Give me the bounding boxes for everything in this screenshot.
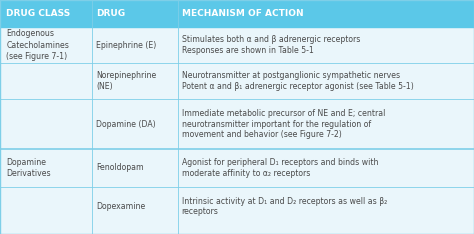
Text: Stimulates both α and β adrenergic receptors
Responses are shown in Table 5-1: Stimulates both α and β adrenergic recep… [182,35,360,55]
Text: Dopamine
Derivatives: Dopamine Derivatives [6,158,51,178]
Text: Norepinephrine
(NE): Norepinephrine (NE) [96,71,156,91]
Text: Agonist for peripheral D₁ receptors and binds with
moderate affinity to α₂ recep: Agonist for peripheral D₁ receptors and … [182,158,378,178]
Bar [0,0,474,27]
Text: Dopamine (DA): Dopamine (DA) [96,120,156,128]
Text: Endogenous
Catecholamines
(see Figure 7-1): Endogenous Catecholamines (see Figure 7-… [6,29,69,61]
Text: Intrinsic activity at D₁ and D₂ receptors as well as β₂
receptors: Intrinsic activity at D₁ and D₂ receptor… [182,197,387,216]
Text: DRUG CLASS: DRUG CLASS [6,9,71,18]
Text: Neurotransmitter at postganglionic sympathetic nerves
Potent α and β₁ adrenergic: Neurotransmitter at postganglionic sympa… [182,71,413,91]
Text: Dopexamine: Dopexamine [96,202,146,211]
Text: Fenoldopam: Fenoldopam [96,163,144,172]
Text: Epinephrine (E): Epinephrine (E) [96,40,156,50]
Text: DRUG: DRUG [96,9,125,18]
Text: MECHANISM OF ACTION: MECHANISM OF ACTION [182,9,303,18]
Text: Immediate metabolic precursor of NE and E; central
neurotransmitter important fo: Immediate metabolic precursor of NE and … [182,109,385,139]
